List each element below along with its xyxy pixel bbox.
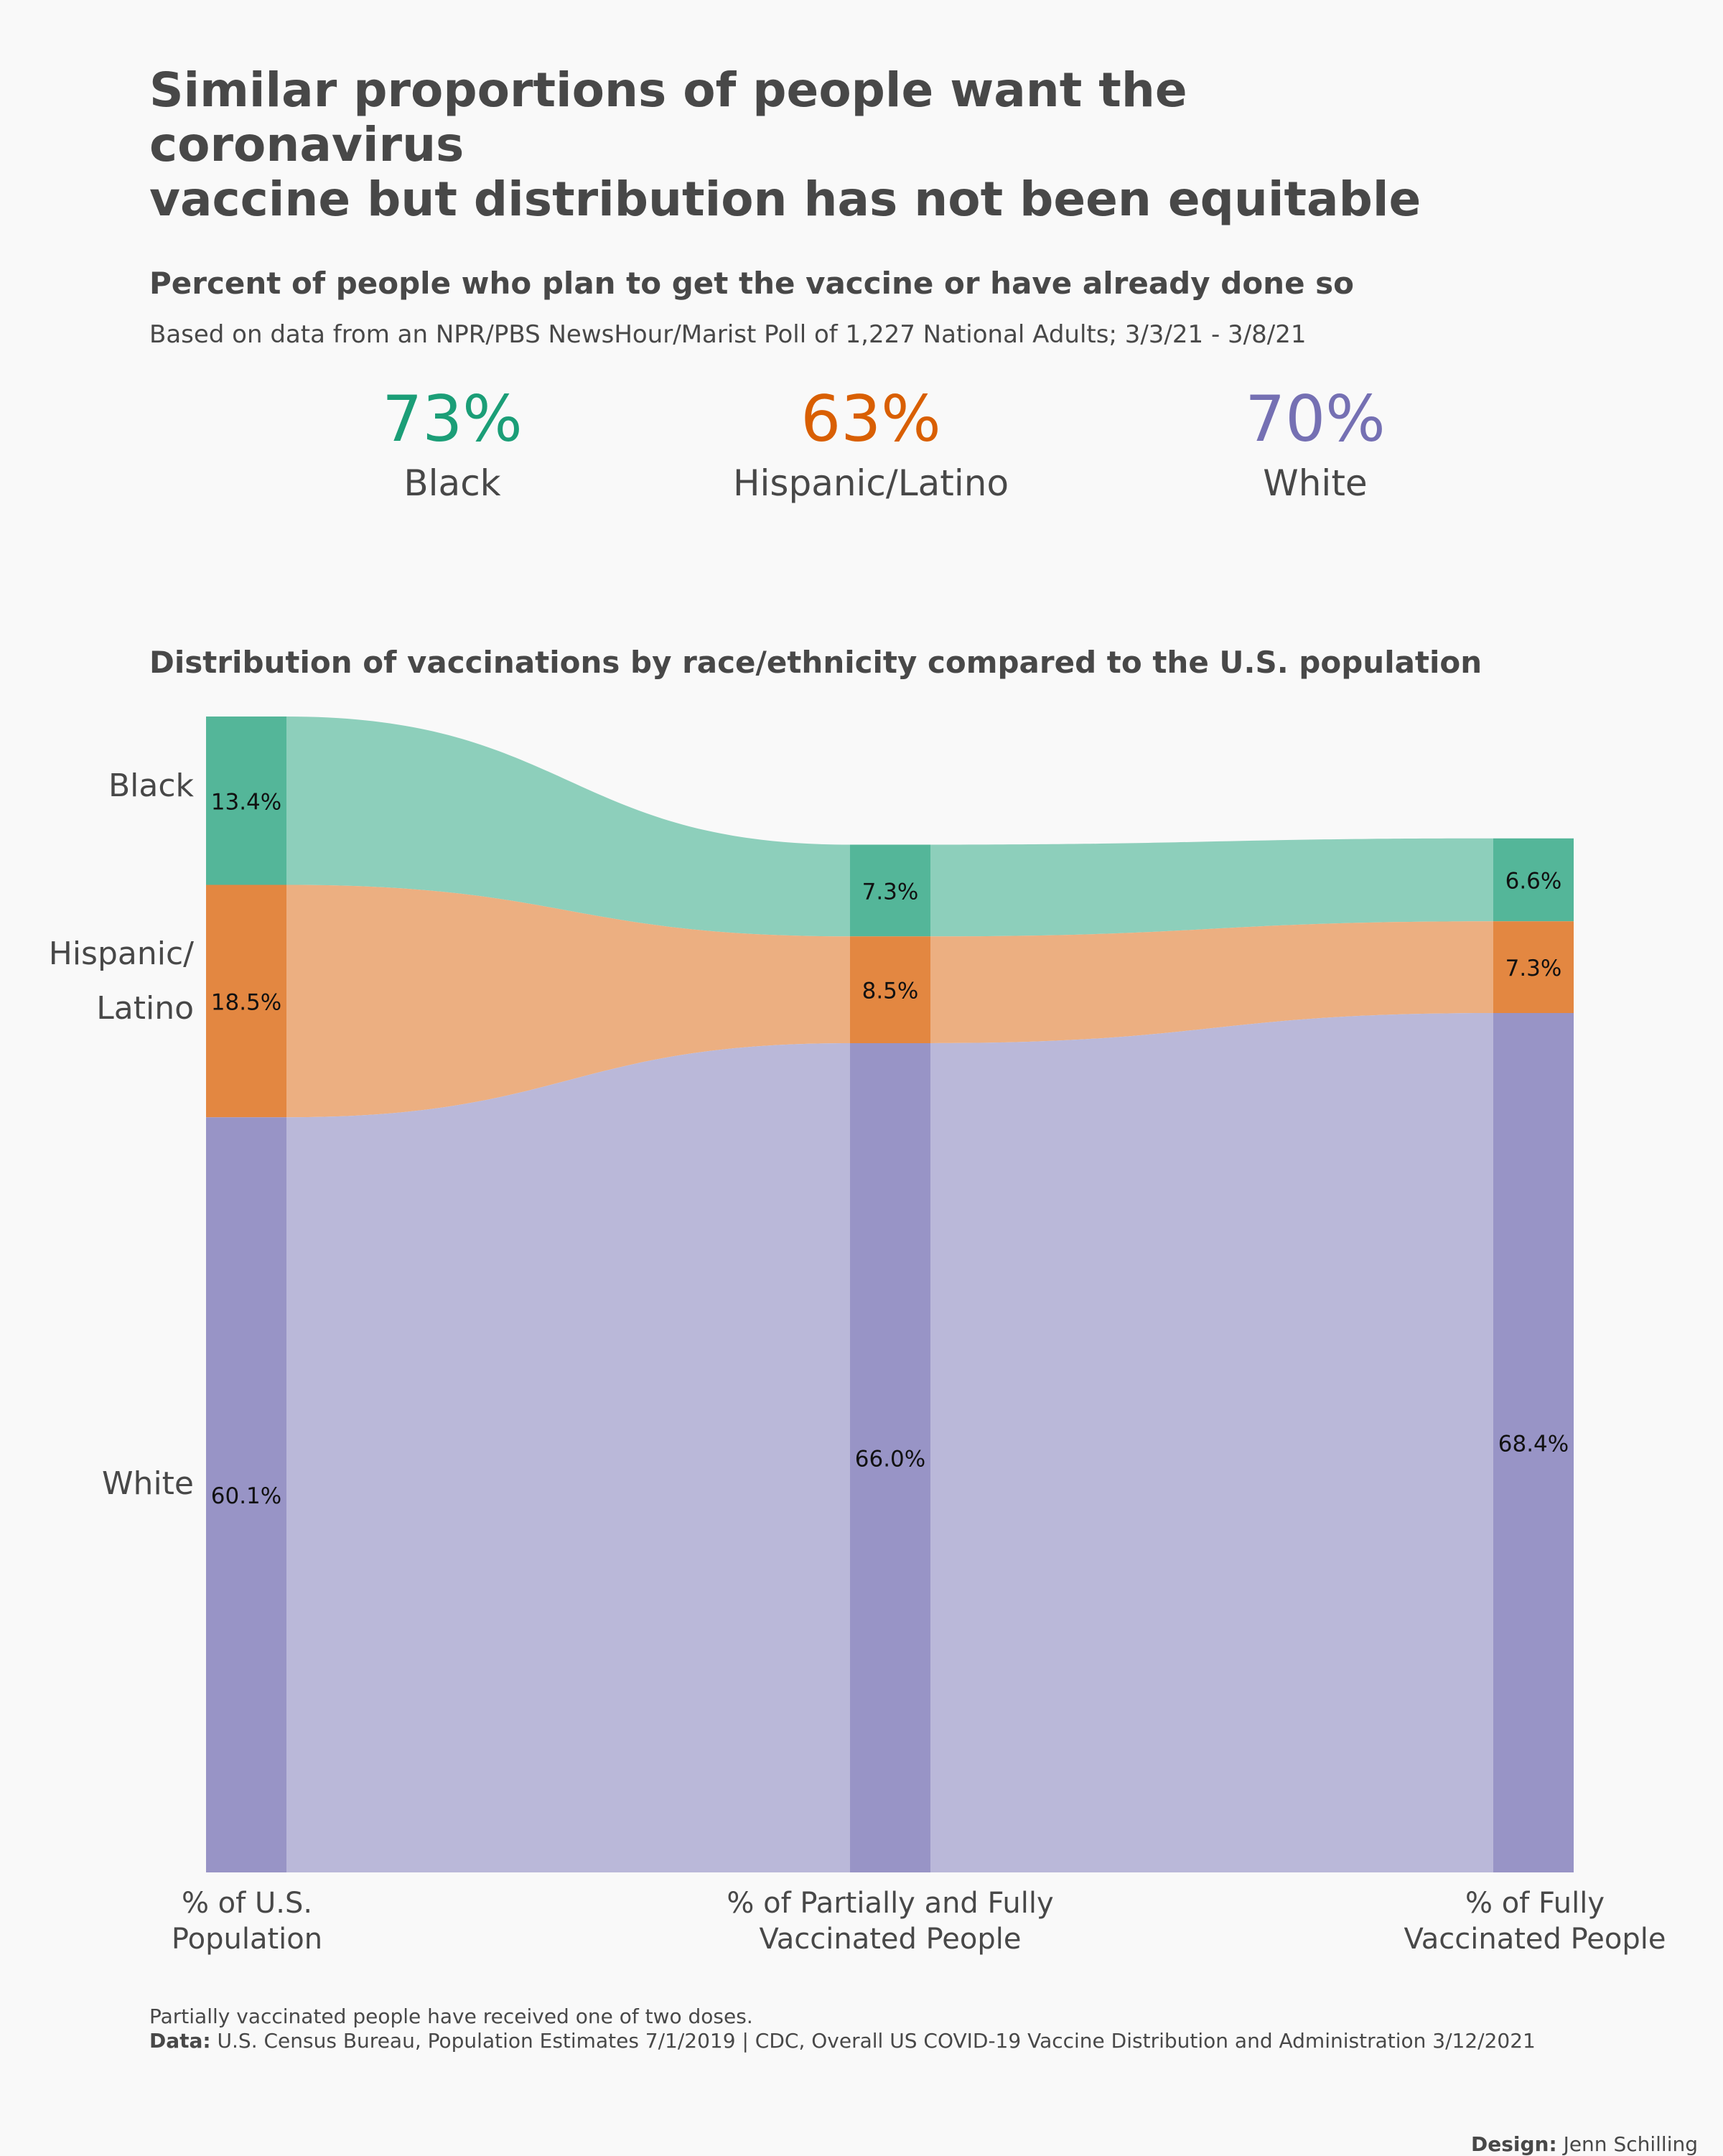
stat-white: 70% White bbox=[1064, 382, 1566, 504]
bar-black-3 bbox=[1493, 838, 1574, 922]
survey-title: Percent of people who plan to get the va… bbox=[149, 266, 1355, 301]
stat-white-label: White bbox=[1263, 462, 1368, 504]
chart-title: Distribution of vaccinations by race/eth… bbox=[149, 645, 1482, 680]
survey-note: Based on data from an NPR/PBS NewsHour/M… bbox=[149, 320, 1307, 349]
value-label-white-1: 60.1% bbox=[211, 1483, 281, 1509]
row-label-hispanic-1: Hispanic/ bbox=[48, 935, 194, 972]
bar-hispanic-latino-1 bbox=[206, 885, 286, 1118]
flow-ribbon-hispanic-latino-2 bbox=[930, 921, 1493, 1043]
stat-white-value: 70% bbox=[1245, 382, 1386, 456]
stage-label-population-line2: Population bbox=[171, 1923, 323, 1956]
flow-ribbon-hispanic-latino-1 bbox=[286, 885, 850, 1118]
bar-hispanic-latino-2 bbox=[850, 936, 930, 1043]
stat-hispanic-value: 63% bbox=[800, 382, 941, 456]
value-label-black-2: 7.3% bbox=[862, 879, 919, 905]
design-label: Design: bbox=[1470, 2132, 1557, 2156]
stage-label-fully: % of Fully Vaccinated People bbox=[1334, 1885, 1723, 1957]
stat-hispanic-label: Hispanic/Latino bbox=[732, 462, 1009, 504]
bar-hispanic-latino-3 bbox=[1493, 921, 1574, 1013]
stage-label-fully-line1: % of Fully bbox=[1465, 1887, 1605, 1920]
title-line-2: vaccine but distribution has not been eq… bbox=[149, 171, 1421, 227]
data-label: Data: bbox=[149, 2029, 211, 2053]
value-label-hispanic-latino-2: 8.5% bbox=[862, 979, 919, 1004]
stat-black-label: Black bbox=[403, 462, 501, 504]
flow-ribbon-white-1 bbox=[286, 1043, 850, 1872]
stage-label-partial: % of Partially and Fully Vaccinated Peop… bbox=[689, 1885, 1091, 1957]
designer-name: Jenn Schilling bbox=[1563, 2132, 1698, 2156]
value-label-white-3: 68.4% bbox=[1498, 1432, 1569, 1457]
partial-note: Partially vaccinated people have receive… bbox=[149, 2005, 753, 2028]
data-sources: Data: U.S. Census Bureau, Population Est… bbox=[149, 2029, 1536, 2053]
flow-ribbon-black-2 bbox=[930, 838, 1493, 937]
bar-black-2 bbox=[850, 844, 930, 937]
stat-hispanic: 63% Hispanic/Latino bbox=[620, 382, 1122, 504]
row-label-hispanic-2: Latino bbox=[96, 990, 194, 1027]
row-label-black: Black bbox=[108, 767, 194, 804]
stage-label-population: % of U.S. Population bbox=[46, 1885, 448, 1957]
value-label-black-3: 6.6% bbox=[1505, 869, 1562, 895]
flow-ribbon-white-2 bbox=[930, 1013, 1493, 1872]
data-sources-text: U.S. Census Bureau, Population Estimates… bbox=[217, 2029, 1536, 2053]
value-label-hispanic-latino-3: 7.3% bbox=[1505, 956, 1562, 981]
stage-label-fully-line2: Vaccinated People bbox=[1404, 1923, 1666, 1956]
value-label-hispanic-latino-1: 18.5% bbox=[211, 989, 281, 1015]
stage-label-population-line1: % of U.S. bbox=[181, 1887, 313, 1920]
bar-white-1 bbox=[206, 1117, 286, 1872]
bar-white-3 bbox=[1493, 1013, 1574, 1872]
design-credit: Design: Jenn Schilling bbox=[1471, 2132, 1698, 2156]
bar-black-1 bbox=[206, 717, 286, 885]
value-label-black-1: 13.4% bbox=[211, 789, 281, 815]
bar-white-2 bbox=[850, 1043, 930, 1872]
stat-black: 73% Black bbox=[201, 382, 704, 504]
flow-ribbon-black-1 bbox=[286, 717, 850, 937]
stage-label-partial-line2: Vaccinated People bbox=[759, 1923, 1022, 1956]
main-title: Similar proportions of people want the c… bbox=[149, 63, 1513, 227]
title-line-1: Similar proportions of people want the c… bbox=[149, 62, 1187, 172]
stat-black-value: 73% bbox=[382, 382, 523, 456]
row-label-white: White bbox=[102, 1465, 194, 1502]
stage-label-partial-line1: % of Partially and Fully bbox=[727, 1887, 1054, 1920]
value-label-white-2: 66.0% bbox=[855, 1447, 925, 1473]
